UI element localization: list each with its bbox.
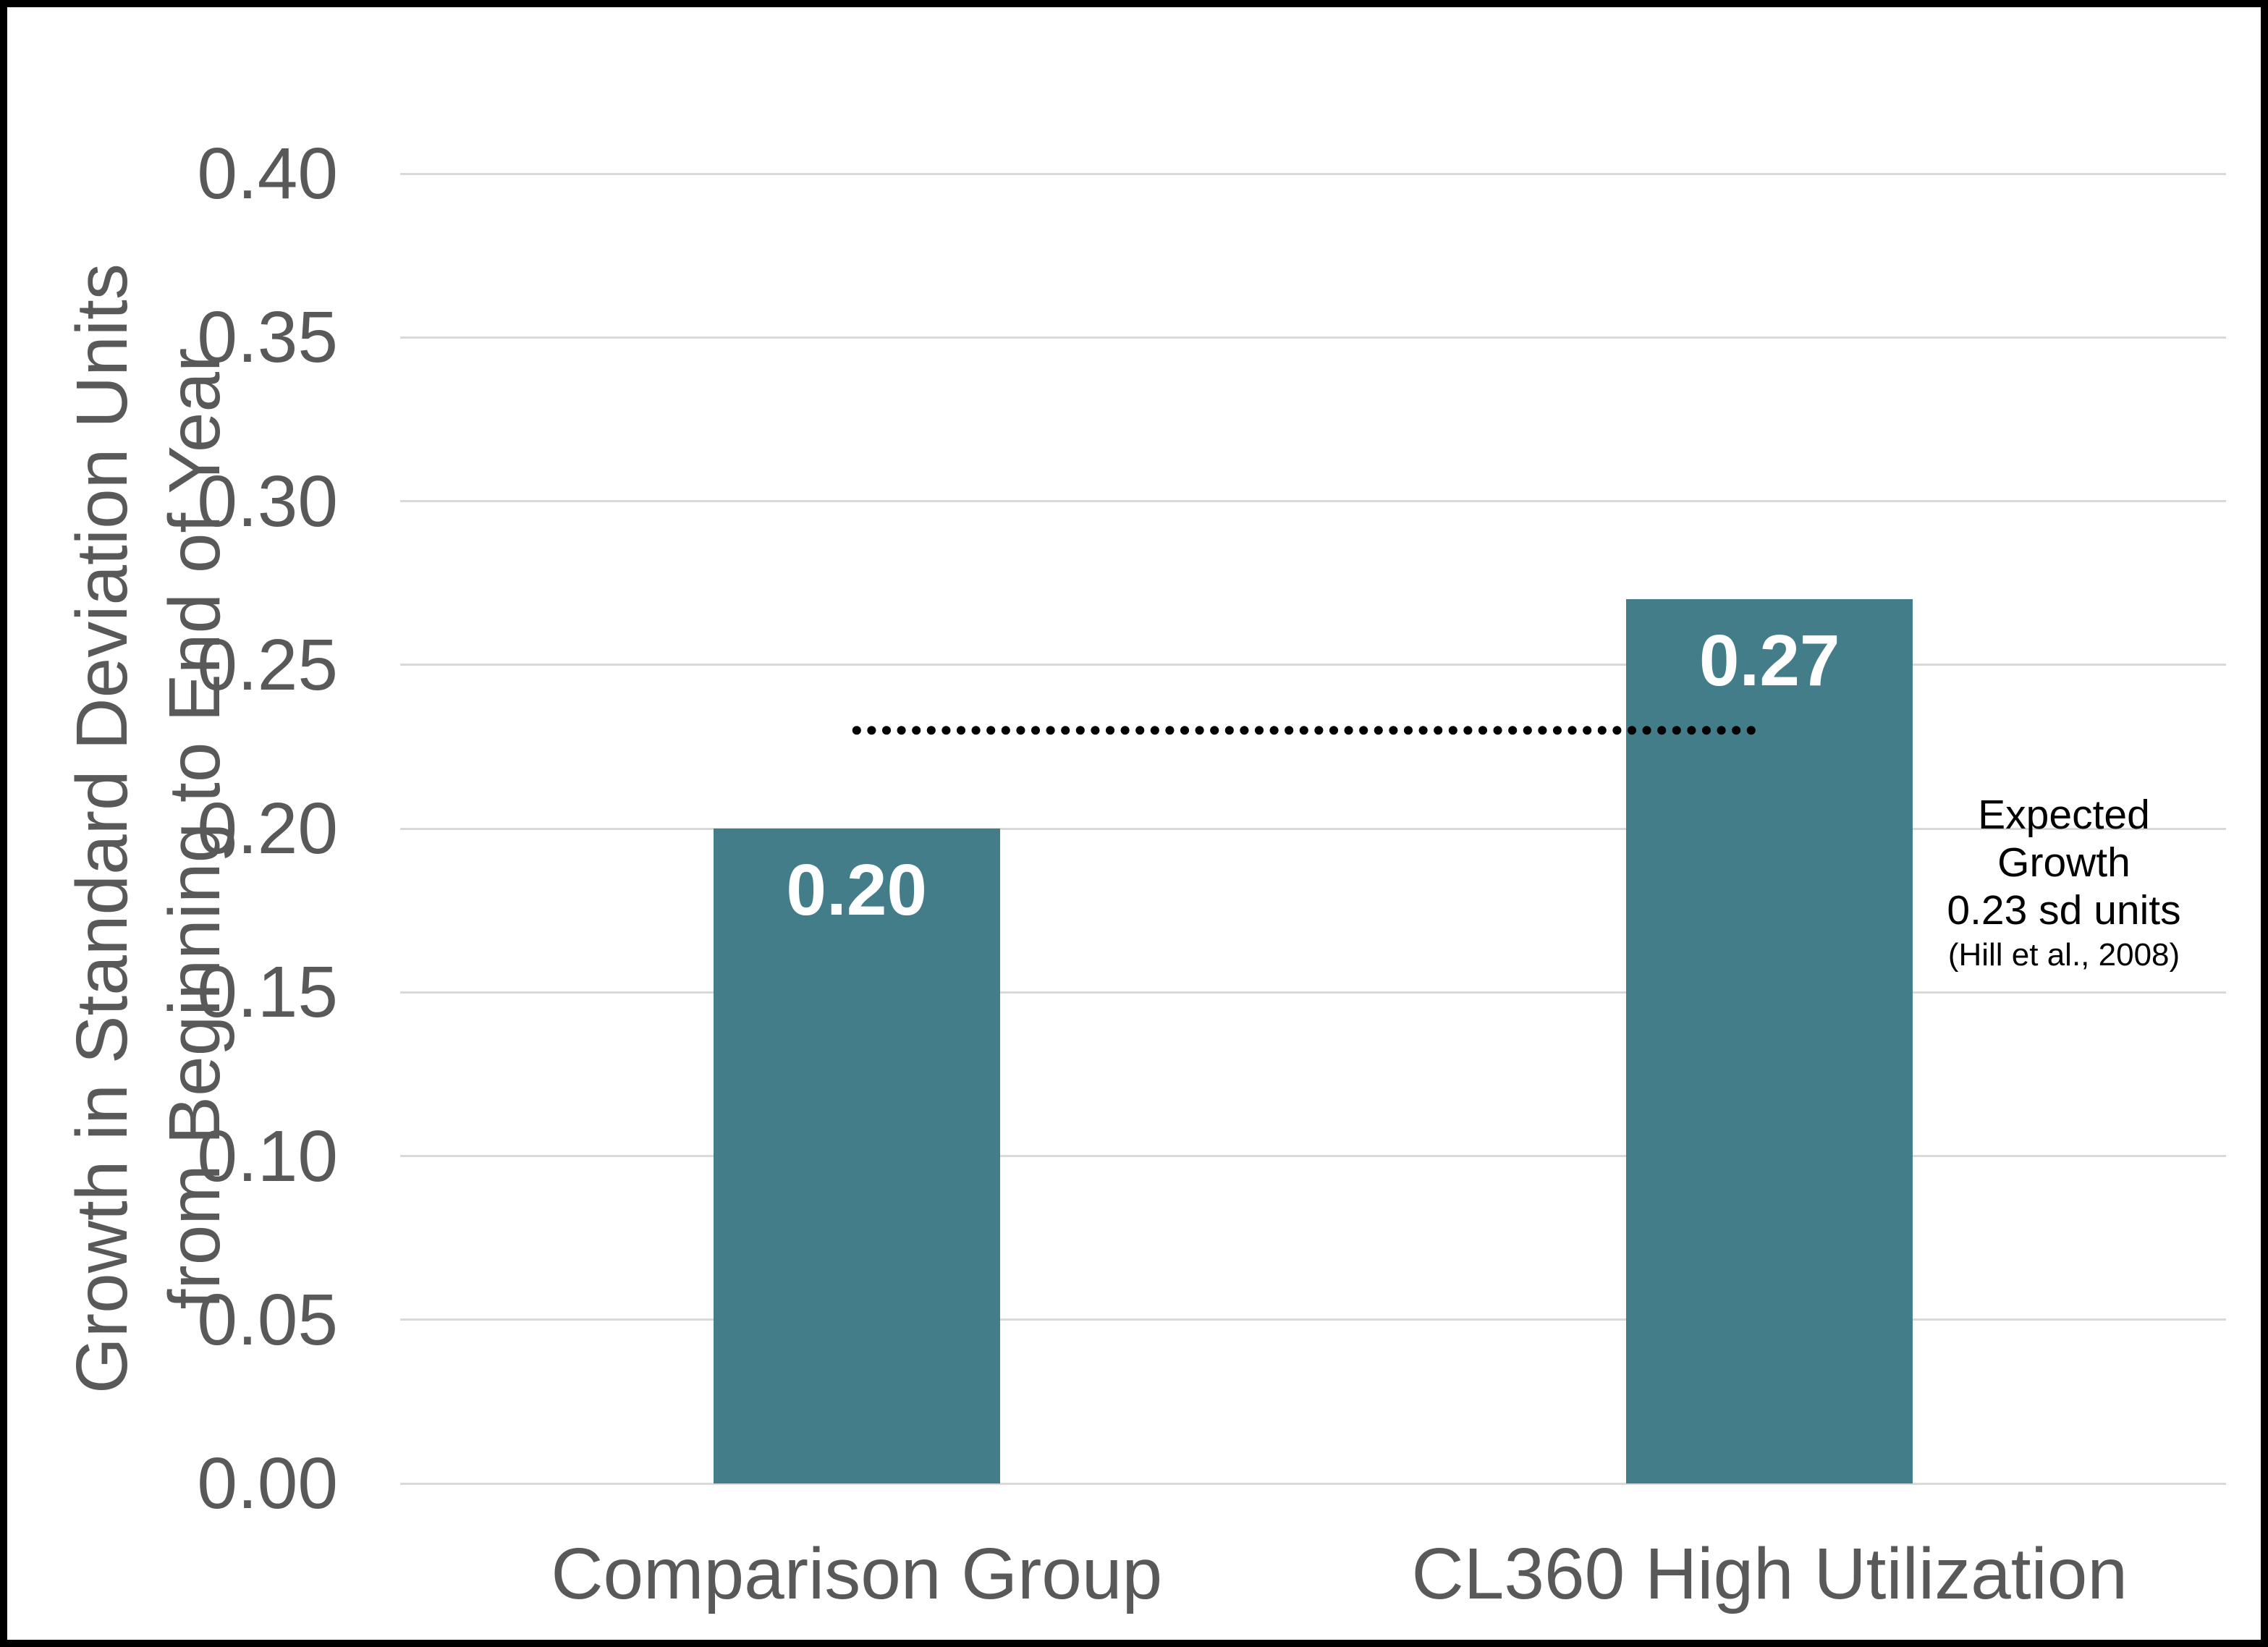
gridline xyxy=(400,991,2226,994)
bar-value-label: 0.27 xyxy=(1698,620,1840,702)
y-axis-tick-label: 0.25 xyxy=(197,624,338,706)
gridline xyxy=(400,500,2226,502)
y-axis-tick-label: 0.10 xyxy=(197,1115,338,1197)
x-axis-category-label: CL360 High Utilization xyxy=(1411,1533,2128,1614)
annotation-line-3: 0.23 sd units xyxy=(1947,887,2181,933)
annotation-line-1: Expected xyxy=(1978,792,2150,838)
bar-value-label: 0.20 xyxy=(786,850,928,931)
bar: 0.20 xyxy=(713,829,1000,1483)
y-axis-tick-label: 0.05 xyxy=(197,1279,338,1360)
y-axis-tick-label: 0.15 xyxy=(197,952,338,1033)
annotation-line-2: Growth xyxy=(1997,839,2131,886)
y-axis-tick-label: 0.00 xyxy=(197,1443,338,1524)
annotation-line-4: (Hill et al., 2008) xyxy=(1947,937,2180,973)
y-axis-tick-label: 0.20 xyxy=(197,788,338,869)
bar: 0.27 xyxy=(1626,599,1913,1483)
expected-growth-reference-line xyxy=(852,726,1764,735)
x-axis-category-label: Comparison Group xyxy=(551,1533,1163,1614)
gridline xyxy=(400,172,2226,175)
y-axis-tick-label: 0.35 xyxy=(197,297,338,378)
plot-area: 0.20 0.27 xyxy=(400,172,2226,1485)
y-axis-tick-label: 0.30 xyxy=(197,460,338,542)
gridline xyxy=(400,1482,2226,1485)
expected-growth-annotation: Expected Growth 0.23 sd units (Hill et a… xyxy=(1876,791,2252,976)
gridline xyxy=(400,664,2226,666)
gridline xyxy=(400,1155,2226,1157)
gridline xyxy=(400,1318,2226,1321)
gridline xyxy=(400,336,2226,339)
gridline xyxy=(400,827,2226,830)
y-axis-tick-label: 0.40 xyxy=(197,133,338,214)
